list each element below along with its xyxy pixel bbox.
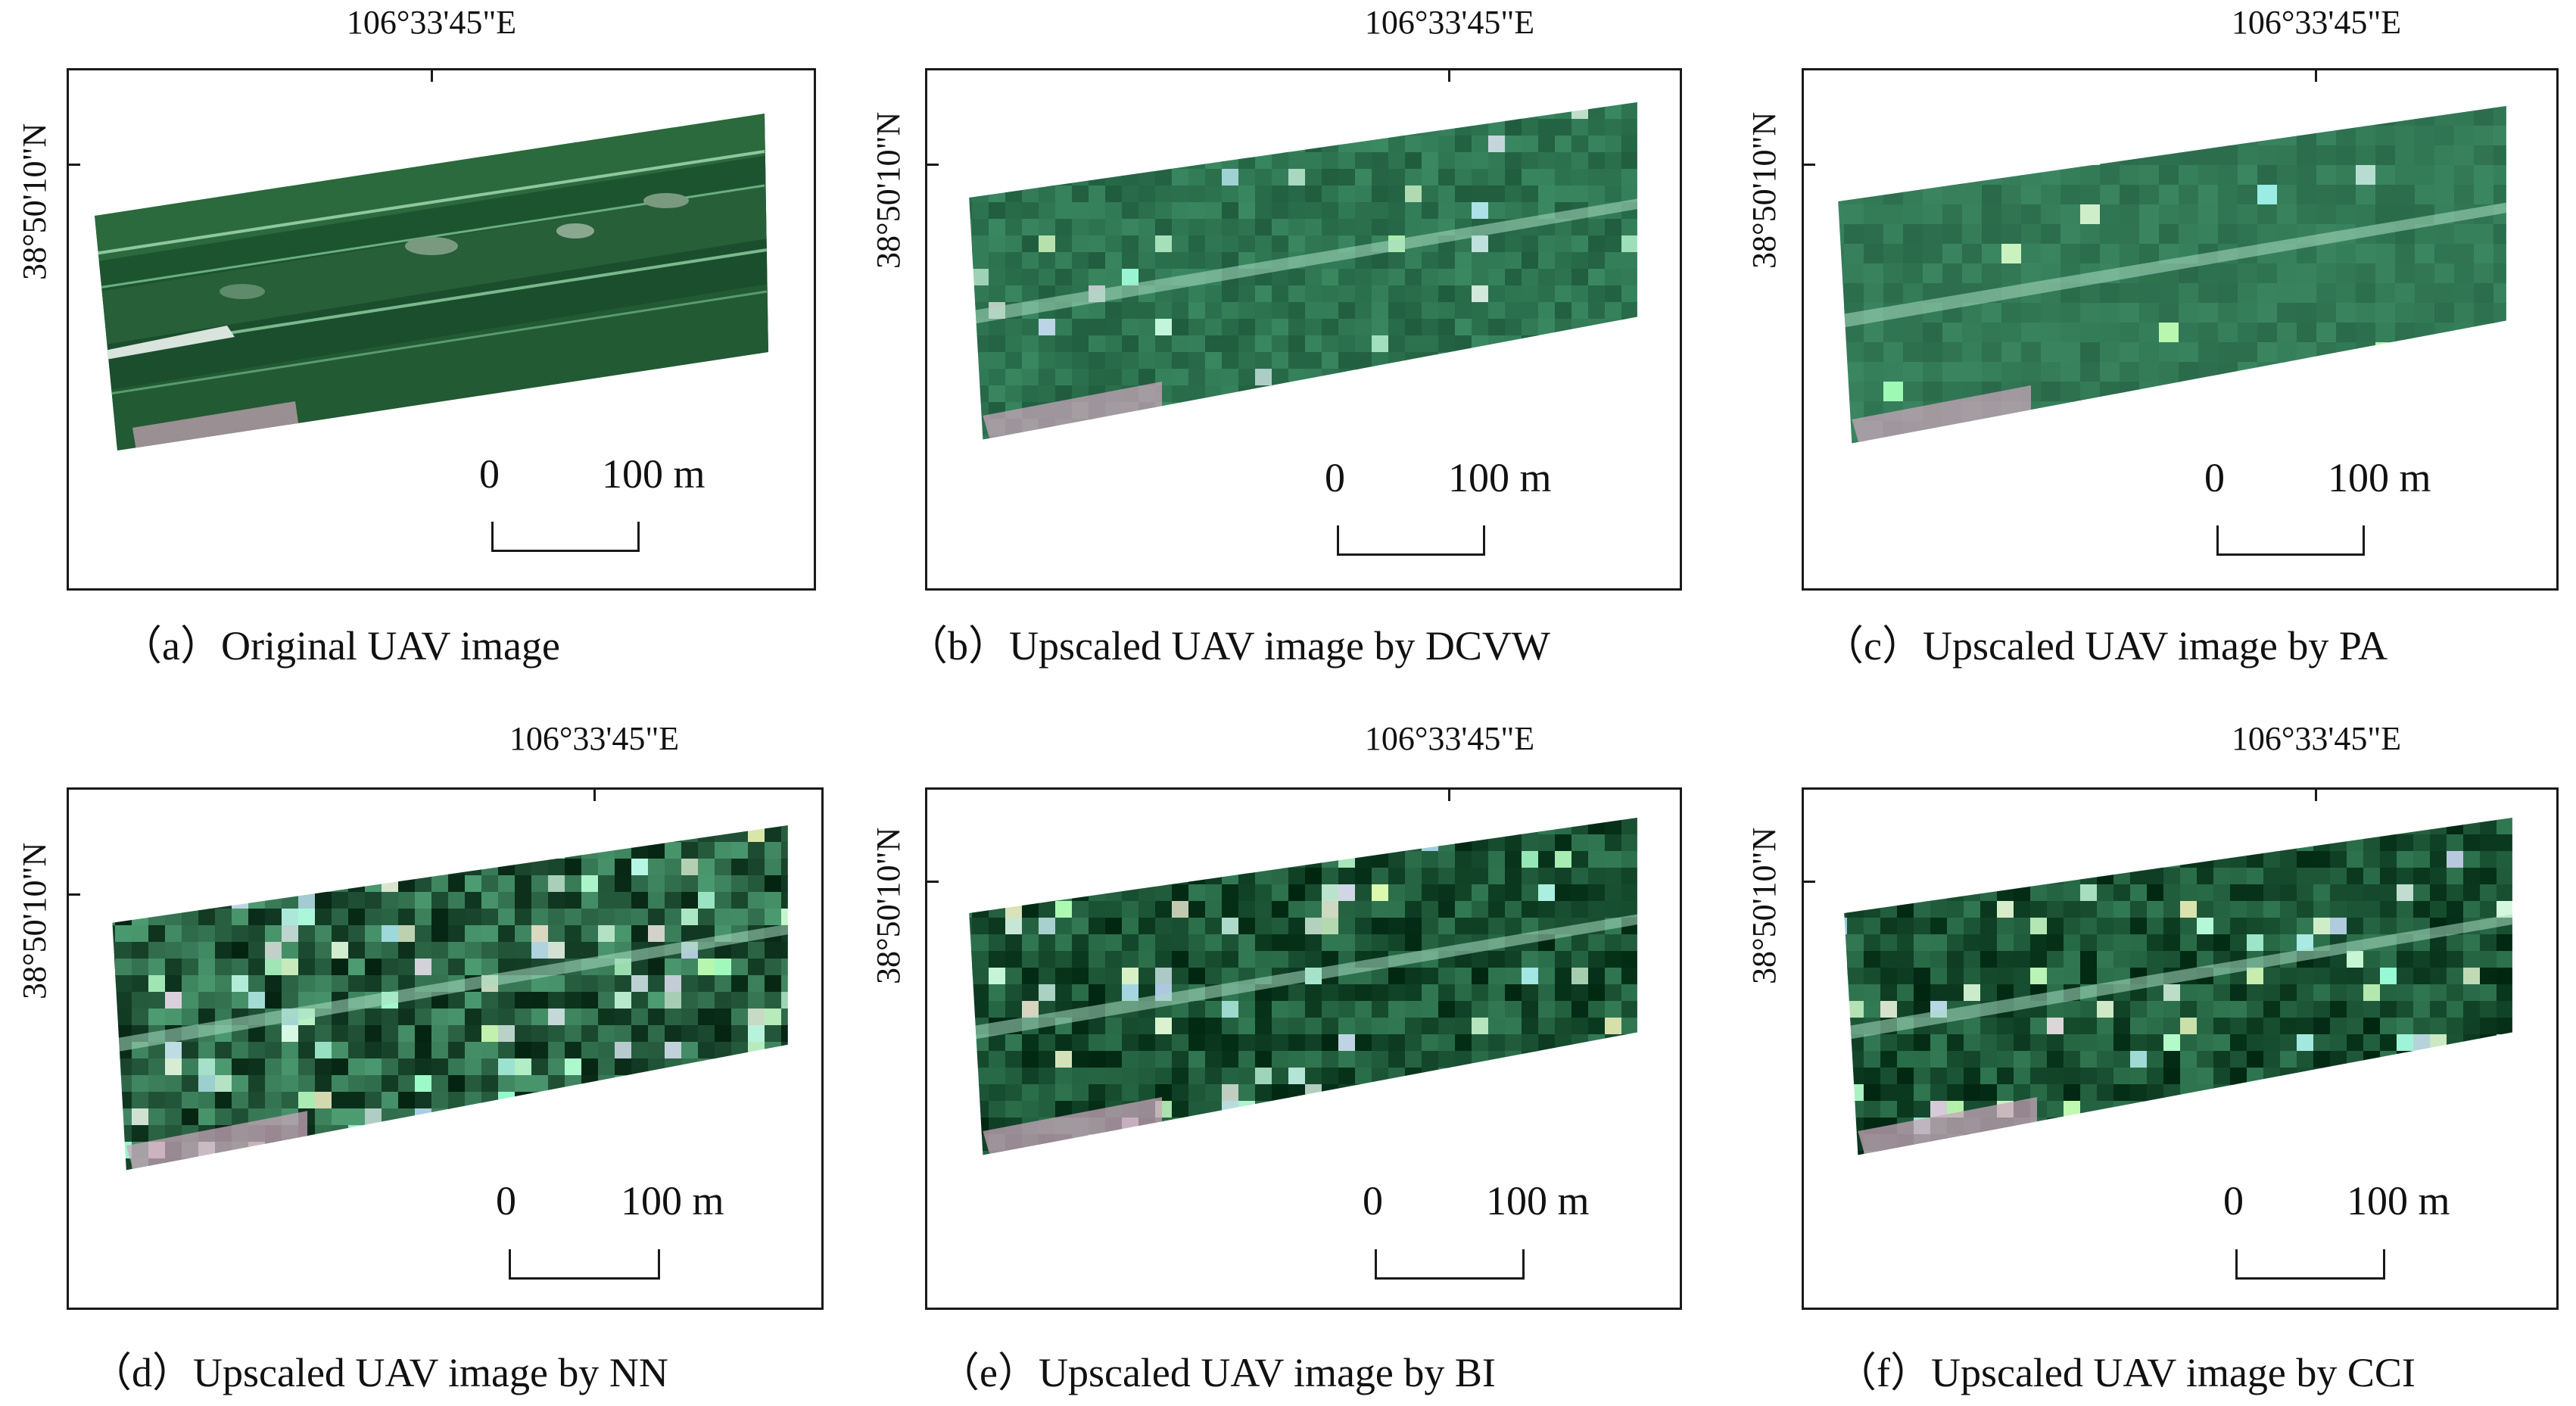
scale-start-label: 0	[1363, 1178, 1383, 1224]
latitude-tick	[1802, 164, 1815, 166]
longitude-tick	[2315, 68, 2317, 82]
scale-end-label: 100 m	[2328, 455, 2431, 500]
longitude-label: 106°33'45"E	[509, 720, 680, 757]
uav-image-nn	[98, 825, 795, 1174]
latitude-label: 38°50'10"N	[870, 111, 907, 269]
scale-start-label: 0	[2223, 1178, 2244, 1224]
scale-end-label: 100 m	[1448, 455, 1552, 500]
uav-image-cci	[1830, 818, 2519, 1158]
field-image	[969, 818, 1637, 1155]
scale-bar	[491, 522, 640, 552]
panel-caption: （a）Original UAV image	[121, 623, 560, 669]
field-image	[1838, 106, 2506, 444]
latitude-tick	[925, 164, 939, 166]
panel-caption: （d）Upscaled UAV image by NN	[91, 1350, 668, 1395]
longitude-label: 106°33'45"E	[1364, 720, 1535, 757]
scale-start-label: 0	[479, 451, 500, 497]
panel-caption: （f）Upscaled UAV image by CCI	[1836, 1350, 2416, 1395]
scale-bar	[1375, 1249, 1525, 1280]
uav-image-original	[91, 110, 772, 458]
longitude-label: 106°33'45"E	[2231, 4, 2402, 41]
panel-caption: （c）Upscaled UAV image by PA	[1823, 623, 2388, 669]
uav-image-bi	[955, 818, 1644, 1158]
latitude-tick	[67, 893, 80, 896]
longitude-tick	[2315, 787, 2317, 801]
longitude-tick	[431, 68, 433, 82]
latitude-label: 38°50'10"N	[16, 842, 53, 999]
field-image	[1844, 818, 2512, 1155]
scale-start-label: 0	[1325, 455, 1345, 500]
longitude-label: 106°33'45"E	[2231, 720, 2402, 757]
scale-bar	[2235, 1249, 2385, 1280]
panel-caption: （e）Upscaled UAV image by BI	[939, 1350, 1496, 1395]
longitude-label: 106°33'45"E	[1364, 4, 1535, 41]
field-image	[95, 114, 768, 450]
field-image	[969, 102, 1637, 440]
latitude-label: 38°50'10"N	[1746, 111, 1783, 269]
longitude-label: 106°33'45"E	[346, 4, 517, 41]
scale-bar	[2216, 525, 2365, 556]
field-image	[112, 825, 788, 1171]
longitude-tick	[1448, 68, 1450, 82]
latitude-label: 38°50'10"N	[870, 827, 907, 984]
uav-image-pa	[1824, 106, 2513, 447]
scale-end-label: 100 m	[2347, 1178, 2450, 1224]
latitude-tick	[67, 164, 80, 166]
latitude-label: 38°50'10"N	[1746, 827, 1783, 984]
scale-end-label: 100 m	[621, 1178, 724, 1224]
latitude-label: 38°50'10"N	[16, 123, 53, 280]
scale-start-label: 0	[2204, 455, 2225, 500]
scale-bar	[509, 1249, 660, 1280]
panel-caption: （b）Upscaled UAV image by DCVW	[907, 623, 1550, 669]
latitude-tick	[925, 881, 939, 883]
scale-end-label: 100 m	[602, 451, 706, 497]
latitude-tick	[1802, 881, 1815, 883]
scale-bar	[1337, 525, 1485, 556]
longitude-tick	[593, 787, 596, 801]
longitude-tick	[1448, 787, 1450, 801]
scale-end-label: 100 m	[1486, 1178, 1590, 1224]
uav-image-dcvw	[955, 102, 1644, 443]
scale-start-label: 0	[496, 1178, 516, 1224]
